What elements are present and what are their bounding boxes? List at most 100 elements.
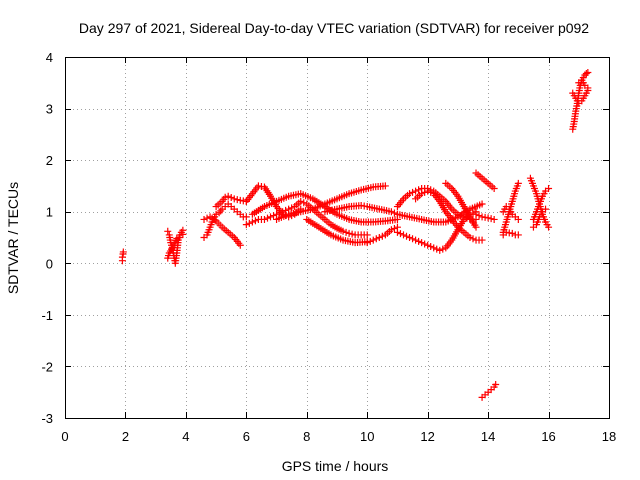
data-point bbox=[260, 215, 268, 223]
series-arc-k bbox=[303, 215, 371, 247]
data-point bbox=[221, 193, 229, 201]
x-tick-label: 0 bbox=[61, 429, 68, 444]
data-point bbox=[424, 241, 432, 249]
data-point bbox=[217, 207, 225, 215]
data-point bbox=[366, 237, 374, 245]
data-point bbox=[245, 219, 253, 227]
data-point bbox=[472, 210, 480, 218]
data-point bbox=[363, 231, 371, 239]
data-point bbox=[267, 213, 275, 221]
data-point bbox=[300, 199, 308, 207]
data-point bbox=[584, 68, 592, 76]
data-point bbox=[387, 208, 395, 216]
x-tick-label: 2 bbox=[122, 429, 129, 444]
data-point bbox=[582, 70, 590, 78]
series-arc-q bbox=[412, 187, 486, 244]
series-arc-j bbox=[273, 182, 389, 223]
data-point bbox=[433, 245, 441, 253]
chart-title: Day 297 of 2021, Sidereal Day-to-day VTE… bbox=[79, 20, 589, 36]
data-point bbox=[369, 236, 377, 244]
data-point bbox=[545, 223, 553, 231]
data-point bbox=[412, 236, 420, 244]
data-point bbox=[484, 214, 492, 222]
data-point bbox=[415, 237, 423, 245]
data-point bbox=[200, 215, 208, 223]
data-point bbox=[390, 209, 398, 217]
data-point bbox=[248, 218, 256, 226]
data-point bbox=[475, 212, 483, 220]
x-tick-label: 18 bbox=[602, 429, 616, 444]
data-point bbox=[345, 229, 353, 237]
data-point bbox=[224, 192, 232, 200]
x-tick-label: 16 bbox=[541, 429, 555, 444]
data-point bbox=[390, 224, 398, 232]
data-point bbox=[418, 190, 426, 198]
data-point bbox=[164, 227, 172, 235]
data-point bbox=[487, 215, 495, 223]
data-point bbox=[545, 185, 553, 193]
data-point bbox=[406, 190, 414, 198]
data-point bbox=[424, 187, 432, 195]
data-point bbox=[430, 244, 438, 252]
data-point bbox=[212, 210, 220, 218]
data-point bbox=[396, 230, 404, 238]
data-point bbox=[375, 234, 383, 241]
data-point bbox=[176, 234, 184, 241]
data-point bbox=[378, 232, 386, 240]
data-point bbox=[409, 235, 417, 243]
data-point bbox=[263, 214, 271, 222]
data-point bbox=[415, 186, 423, 194]
x-axis-label: GPS time / hours bbox=[282, 458, 389, 474]
data-point bbox=[406, 234, 414, 241]
y-tick-label: 2 bbox=[46, 153, 53, 168]
data-point bbox=[242, 213, 250, 221]
series-arc-ac bbox=[575, 76, 592, 92]
data-point bbox=[421, 188, 429, 196]
data-point bbox=[427, 188, 435, 196]
data-point bbox=[393, 228, 401, 236]
y-tick-label: -3 bbox=[41, 411, 53, 426]
data-point bbox=[297, 197, 305, 205]
y-tick-label: -2 bbox=[41, 359, 53, 374]
data-point bbox=[584, 84, 592, 92]
data-point bbox=[363, 239, 371, 247]
data-point bbox=[427, 243, 435, 251]
data-point bbox=[403, 232, 411, 240]
data-point bbox=[227, 194, 235, 202]
data-point bbox=[173, 235, 181, 243]
data-point bbox=[478, 200, 486, 208]
plot-frame bbox=[65, 57, 610, 419]
y-tick-label: -1 bbox=[41, 308, 53, 323]
series-arc-ad bbox=[478, 380, 500, 401]
series-arc-s bbox=[472, 169, 498, 193]
data-point bbox=[242, 221, 250, 229]
data-point bbox=[342, 228, 350, 236]
data-point bbox=[436, 246, 444, 254]
y-tick-label: 1 bbox=[46, 205, 53, 220]
data-point bbox=[236, 241, 244, 249]
data-point bbox=[478, 236, 486, 244]
data-point bbox=[372, 235, 380, 243]
x-tick-label: 6 bbox=[243, 429, 250, 444]
data-point bbox=[421, 240, 429, 248]
data-point bbox=[251, 217, 259, 225]
series-arc-r bbox=[442, 179, 480, 231]
data-point bbox=[466, 234, 474, 241]
series-arc-ab bbox=[569, 87, 592, 107]
data-point bbox=[469, 235, 477, 243]
data-point bbox=[490, 185, 498, 193]
data-point bbox=[490, 215, 498, 223]
data-point bbox=[119, 248, 127, 256]
data-point bbox=[439, 245, 447, 253]
y-tick-label: 0 bbox=[46, 256, 53, 271]
x-tick-label: 10 bbox=[360, 429, 374, 444]
data-point bbox=[270, 212, 278, 220]
series-arc-d bbox=[200, 200, 250, 241]
data-point bbox=[508, 229, 516, 237]
series-arc-p bbox=[393, 200, 486, 226]
series-arc-z bbox=[529, 205, 550, 231]
series-arc-u bbox=[499, 179, 522, 236]
data-point bbox=[542, 205, 550, 213]
data-point bbox=[418, 239, 426, 247]
